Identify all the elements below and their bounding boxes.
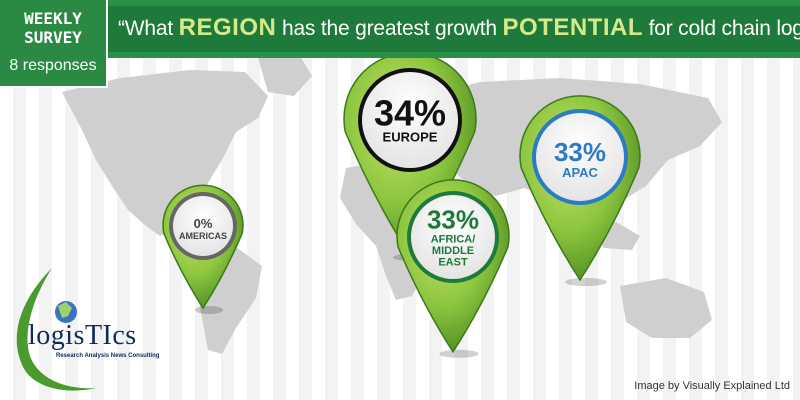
region-label-europe: EUROPE bbox=[383, 130, 438, 145]
header-stripe bbox=[108, 6, 800, 52]
region-label-africa-middle-east: EAST bbox=[438, 256, 468, 268]
australia-shape bbox=[620, 278, 712, 338]
pin-face bbox=[411, 195, 495, 279]
header-stripe-bottom bbox=[108, 52, 800, 58]
question-highlight-potential: POTENTIAL bbox=[502, 14, 643, 41]
region-label-africa-middle-east: MIDDLE bbox=[432, 245, 474, 257]
greenland-shape bbox=[258, 56, 312, 96]
pct-label-apac: 33% bbox=[554, 137, 606, 167]
pct-label-americas: 0% bbox=[194, 216, 213, 231]
region-label-apac: APAC bbox=[562, 165, 598, 180]
region-label-africa-middle-east: AFRICA/ bbox=[431, 233, 476, 245]
badge-line-2: SURVEY bbox=[24, 28, 82, 47]
question-part-1: “What bbox=[118, 17, 179, 40]
pin-face bbox=[362, 72, 458, 168]
badge-line-1: WEEKLY bbox=[24, 9, 82, 28]
region-label-americas: AMERICAS bbox=[179, 231, 227, 241]
pin-shadow bbox=[565, 278, 607, 286]
survey-question: “What REGION has the greatest growth POT… bbox=[118, 14, 800, 42]
pin-americas: 0%AMERICAS bbox=[162, 184, 244, 314]
header-stripe-top bbox=[108, 0, 800, 6]
question-part-3: for cold chain logistics?” bbox=[648, 17, 800, 40]
pin-face bbox=[173, 196, 233, 256]
question-highlight-region: REGION bbox=[178, 14, 277, 41]
region-pins: 34%EUROPE 33%APAC0%AMERICAS33%AFRICA/MIDD… bbox=[162, 52, 641, 358]
logo-tagline: Research Analysis News Consulting bbox=[56, 353, 160, 359]
pin-shadow bbox=[195, 306, 223, 314]
weekly-survey-badge: WEEKLY SURVEY 8 responses bbox=[0, 0, 108, 88]
pin-shadow bbox=[439, 349, 479, 358]
question-part-2: has the greatest growth bbox=[276, 17, 503, 40]
response-count: 8 responses bbox=[9, 57, 97, 74]
logo-wordmark: logisTIcs bbox=[28, 320, 137, 351]
header-bar bbox=[108, 0, 800, 58]
pin-apac: 33%APAC bbox=[519, 95, 641, 286]
north-america-shape bbox=[62, 70, 268, 236]
pct-label-europe: 34% bbox=[374, 92, 446, 133]
pin-face bbox=[536, 113, 624, 201]
image-credit: Image by Visually Explained Ltd bbox=[634, 380, 790, 392]
pct-label-africa-middle-east: 33% bbox=[427, 205, 479, 235]
